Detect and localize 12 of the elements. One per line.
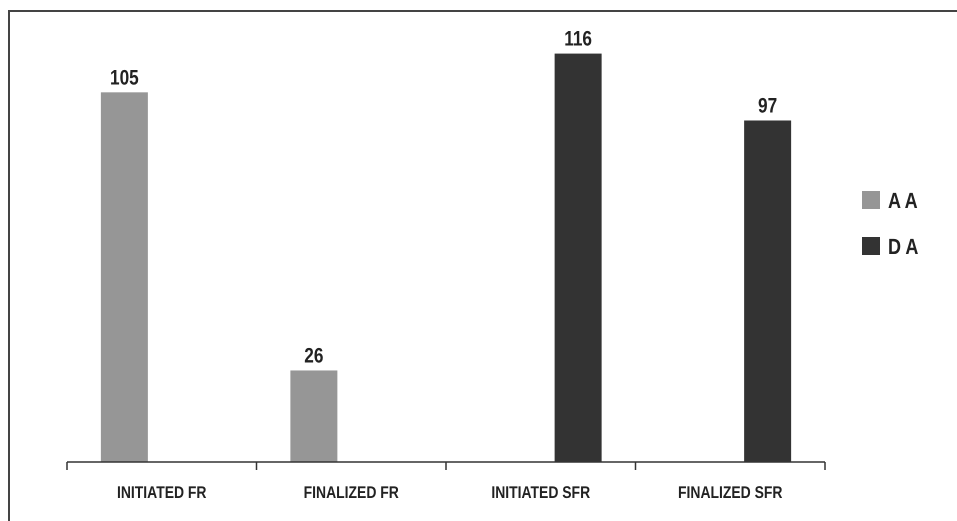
data-label: 105 xyxy=(110,66,140,90)
data-label: 97 xyxy=(758,94,778,118)
bar xyxy=(100,92,148,462)
data-label: 116 xyxy=(564,28,592,52)
x-tick-label: INITIATED FR xyxy=(117,484,206,502)
legend-label: D A xyxy=(888,235,918,260)
x-tick-label: INITIATED SFR xyxy=(491,484,590,502)
legend-label: A A xyxy=(888,189,918,214)
bar xyxy=(290,370,338,462)
data-label: 26 xyxy=(304,344,324,368)
x-tick-label: FINALIZED SFR xyxy=(678,484,782,502)
x-tick-label: FINALIZED FR xyxy=(304,484,399,502)
